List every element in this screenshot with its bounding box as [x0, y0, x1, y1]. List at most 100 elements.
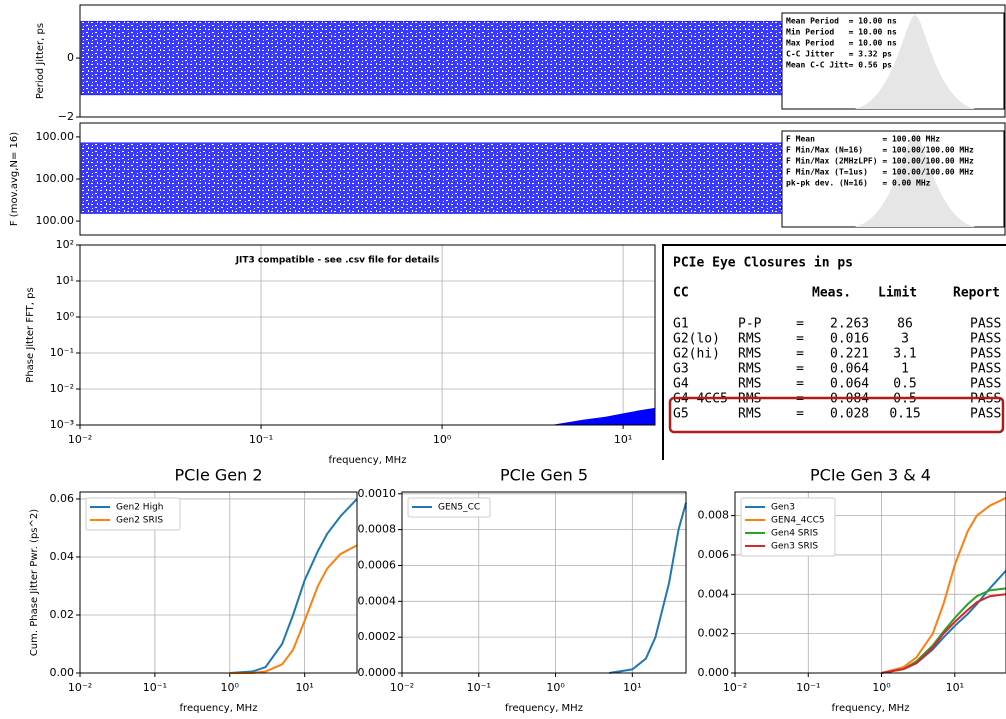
legend-label: GEN5_CC: [438, 503, 480, 513]
series-line: [881, 593, 1006, 674]
y-tick-label: 10⁰: [56, 310, 75, 323]
chart-title: PCIe Gen 2: [174, 466, 262, 485]
x-tick-label: 10¹: [614, 433, 632, 446]
y-tick-label: 0.0004: [358, 594, 397, 607]
x-tick-label: 10⁰: [221, 681, 240, 694]
y-axis-label: Period Jitter, ps: [35, 23, 46, 99]
table-title: PCIe Eye Closures in ps: [673, 256, 853, 271]
series-line: [229, 498, 358, 674]
y-tick-label: 0.000: [698, 666, 730, 679]
table-cell: PASS: [970, 407, 1001, 422]
plot-area: [80, 245, 655, 425]
x-tick-label: 10¹: [946, 681, 964, 694]
table-cell: 3: [901, 332, 909, 347]
table-cell: 3.1: [893, 347, 916, 362]
table-cell: RMS: [738, 347, 761, 362]
plot-area: [402, 492, 686, 673]
y-tick-label: 100.00: [36, 130, 75, 143]
plot-frame: [401, 491, 687, 674]
table-cell: 0.064: [830, 377, 869, 392]
y-tick-label: 0.0000: [358, 666, 397, 679]
series-line: [229, 544, 358, 674]
y-axis-label: Cum. Phase Jitter Pwr. (ps^2): [29, 509, 40, 656]
legend-label: Gen3 SRIS: [771, 542, 818, 552]
x-tick-label: 10⁻²: [390, 681, 414, 694]
table-cell: G1: [673, 317, 689, 332]
x-axis-label: frequency, MHz: [832, 703, 910, 714]
chart-title: PCIe Gen 3 & 4: [810, 466, 931, 485]
series-line: [881, 497, 1006, 674]
y-tick-label: 0.0002: [358, 630, 397, 643]
x-axis-label: frequency, MHz: [180, 703, 258, 714]
spectrum-area: [551, 407, 655, 425]
plot-frame: [79, 4, 1006, 118]
y-tick-label: 0.006: [698, 548, 730, 561]
legend-label: GEN4_4CC5: [771, 516, 825, 526]
legend-label: Gen2 High: [116, 503, 164, 513]
table-cell: =: [796, 377, 804, 392]
table-cell: =: [796, 332, 804, 347]
y-tick-label: 10⁻³: [50, 418, 74, 431]
table-header: Limit: [878, 286, 917, 301]
y-tick-label: −2: [58, 110, 74, 123]
x-tick-label: 10⁻¹: [796, 681, 820, 694]
table-cell: RMS: [738, 377, 761, 392]
table-cell: 2.263: [830, 317, 869, 332]
legend-label: Gen2 SRIS: [116, 516, 163, 526]
x-tick-label: 10⁻²: [68, 433, 92, 446]
table-cell: G2(lo): [673, 332, 720, 347]
y-tick-label: 0.0010: [358, 487, 397, 500]
plot-frame: [734, 491, 1006, 674]
table-cell: G2(hi): [673, 347, 720, 362]
legend-box: [740, 497, 836, 557]
y-axis-label: F (mov.avg,N= 16): [9, 132, 20, 226]
y-tick-label: 0.02: [50, 608, 75, 621]
y-axis-label: Phase Jitter FFT, ps: [25, 287, 36, 382]
stats-line: Max Period = 10.00 ns: [786, 38, 897, 48]
plot-frame: [79, 122, 1006, 236]
y-tick-label: 0.06: [50, 492, 75, 505]
histogram: [855, 15, 975, 109]
plot-frame: [79, 491, 358, 674]
table-cell: =: [796, 362, 804, 377]
table-cell: RMS: [738, 407, 761, 422]
legend-box: [407, 497, 491, 518]
y-tick-label: 10²: [56, 238, 74, 251]
table-header: CC: [673, 286, 689, 301]
content: Period Jitter, ps 0 −2 Mean Period = 10.00 …: [9, 4, 1006, 714]
stats-line: pk-pk dev. (N=16) = 0.00 MHz: [786, 179, 931, 188]
table-cell: 0.221: [830, 347, 869, 362]
x-axis-label: frequency, MHz: [329, 455, 407, 466]
x-tick-label: 10⁰: [872, 681, 891, 694]
stats-line: F Min/Max (T=1us) = 100.00/100.00 MHz: [786, 167, 974, 177]
stats-line: F Mean = 100.00 MHz: [786, 135, 940, 144]
table-cell: PASS: [970, 317, 1001, 332]
y-tick-label: 100.00: [36, 214, 75, 227]
y-tick-label: 0.002: [698, 627, 730, 640]
x-axis-label: frequency, MHz: [505, 703, 583, 714]
y-tick-label: 0.0006: [358, 558, 397, 571]
plot-frame: [79, 244, 656, 426]
y-tick-label: 10⁻¹: [50, 346, 74, 359]
table-cell: =: [796, 347, 804, 362]
x-tick-label: 10⁻¹: [467, 681, 491, 694]
table-cell: G4: [673, 377, 689, 392]
y-tick-label: 0.00: [50, 666, 75, 679]
table-cell: PASS: [970, 347, 1001, 362]
highlight-box: [668, 396, 1005, 434]
y-tick-label: 0.008: [698, 509, 730, 522]
table-cell: 86: [897, 317, 913, 332]
table-cell: 1: [901, 362, 909, 377]
annotation: JIT3 compatible - see .csv file for deta…: [235, 256, 440, 266]
y-tick-label: 0.04: [50, 550, 75, 563]
table-cell: 0.064: [830, 362, 869, 377]
y-tick-label: 100.00: [36, 172, 75, 185]
table-cell: 0.5: [893, 377, 916, 392]
table-border: [662, 244, 1006, 460]
table-cell: =: [796, 317, 804, 332]
y-tick-label: 10⁻²: [50, 382, 74, 395]
table-cell: 0.15: [889, 407, 920, 422]
table-cell: RMS: [738, 362, 761, 377]
table-cell: 0.028: [830, 407, 869, 422]
